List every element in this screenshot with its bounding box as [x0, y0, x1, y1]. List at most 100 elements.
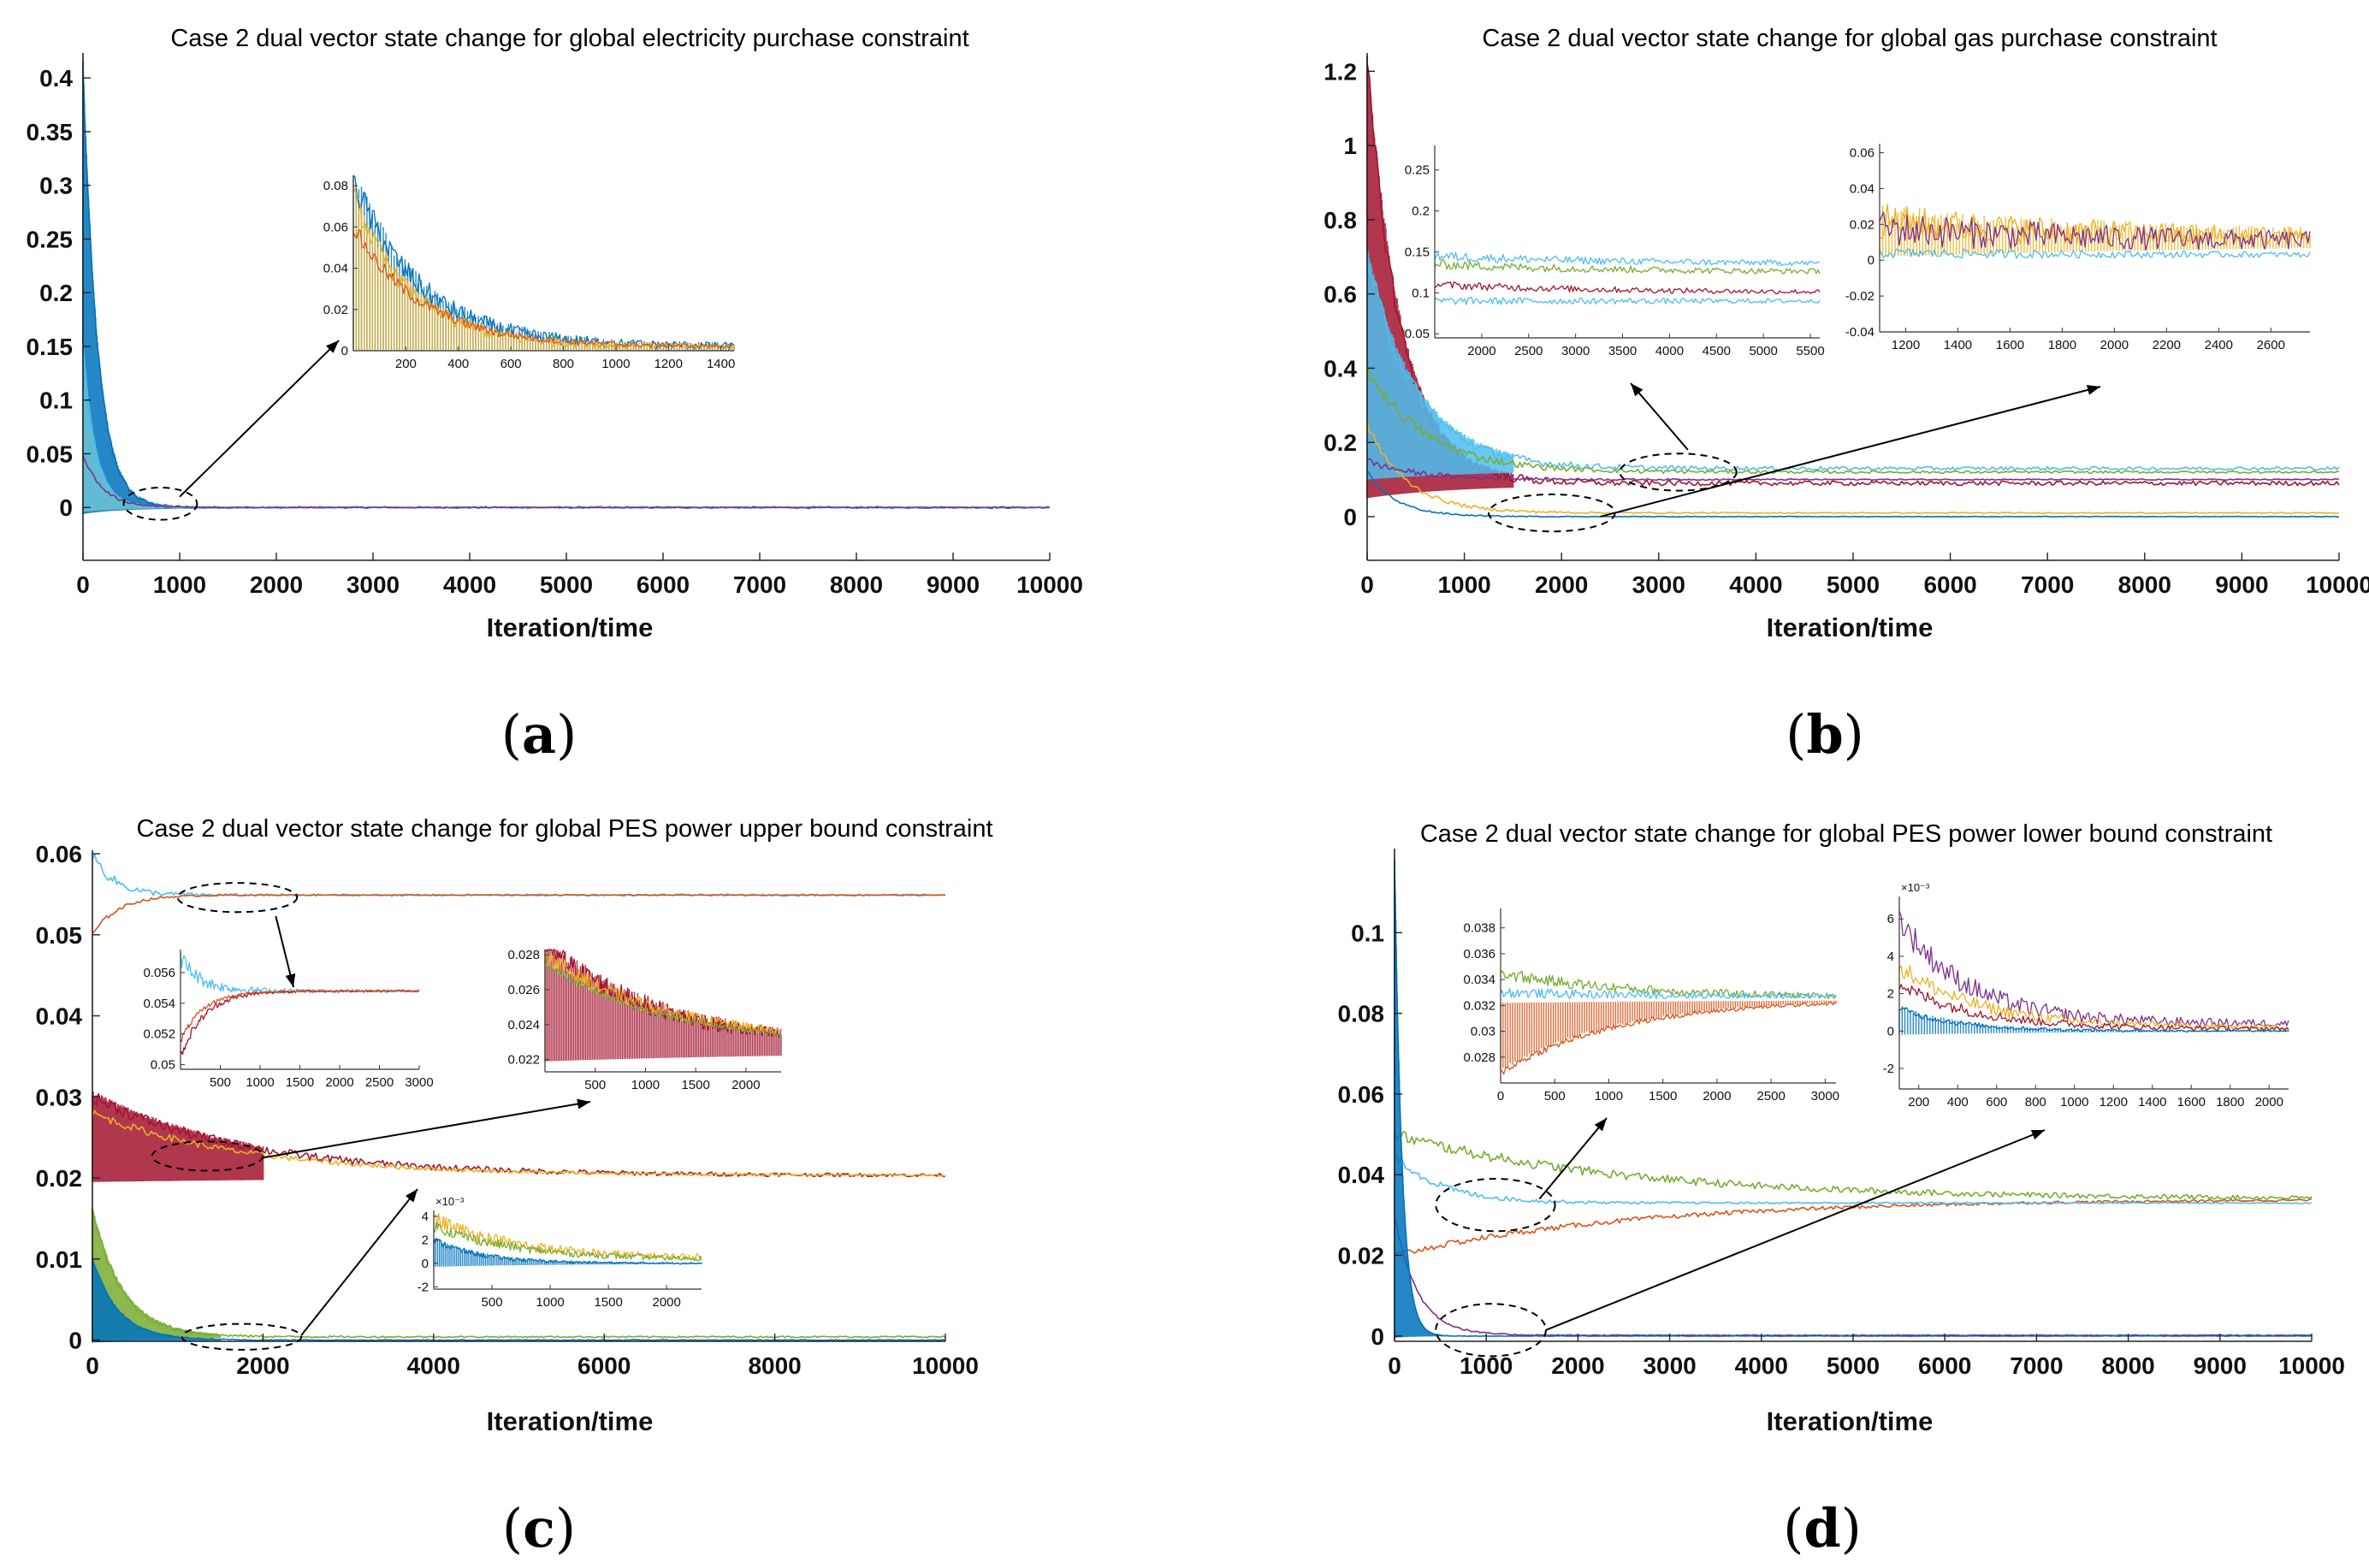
- panel-a-inset-0-ytick-label: 0: [341, 344, 348, 358]
- panel-c-inset-0-background: [181, 950, 419, 1069]
- panel-d-inset-0-xtick-label: 1500: [1649, 1089, 1677, 1104]
- panel-d-xtick-label: 7000: [2010, 1352, 2063, 1379]
- panel-b-ytick-label: 0.6: [1324, 281, 1357, 308]
- panel-c-inset-0-xtick-label: 1000: [246, 1075, 274, 1090]
- panel-c-inset-0-series-2: [180, 990, 420, 1043]
- panel-b-ytick-label: 0.8: [1324, 207, 1357, 234]
- panel-c-inset-1-xtick-label: 500: [584, 1078, 606, 1092]
- panel-c-title: Case 2 dual vector state change for glob…: [136, 815, 992, 843]
- panel-d-xtick-label: 3000: [1643, 1352, 1696, 1379]
- panel-c-ytick-label: 0.02: [36, 1165, 83, 1192]
- panel-c-label-letter: c: [523, 1497, 555, 1559]
- panel-c-inset-2-xtick-label: 500: [482, 1295, 503, 1310]
- panel-b-series-3: [1366, 421, 2340, 515]
- panel-a-xtick-label: 2000: [250, 571, 303, 598]
- panel-a-xlabel: Iteration/time: [487, 612, 654, 642]
- panel-b-ytick-label: 0: [1343, 504, 1357, 530]
- panel-b-zoom-0-arrow-line: [1630, 382, 1689, 451]
- panel-a-series-3: [82, 455, 1051, 509]
- panel-a-inset-0-xtick-label: 1000: [601, 357, 630, 371]
- panel-b-xtick-label: 4000: [1729, 571, 1782, 598]
- panel-a-ytick-label: 0.05: [27, 441, 74, 467]
- panel-c-ytick-label: 0.04: [36, 1003, 83, 1030]
- panel-d-inset-1-series-0: [1898, 910, 2289, 1027]
- panel-b-inset-1: 1200 1400 1600 1800 2000 2200 2400 2600 -0.04 -0.…: [1845, 144, 2311, 352]
- panel-c-zoom-ellipse-2: [181, 1322, 303, 1351]
- panel-a-inset-0-ytick-label: 0.06: [323, 220, 348, 234]
- panel-c-inset-1-ytick-label: 0.024: [507, 1018, 540, 1033]
- panel-d-xtick-label: 10000: [2278, 1352, 2345, 1379]
- panel-b-inset-0-series-1: [1434, 258, 1821, 275]
- panel-a-xtick-label: 7000: [733, 571, 786, 598]
- panel-c-zoom-1-arrow-line: [263, 1101, 591, 1159]
- panel-c-xtick-label: 6000: [577, 1352, 631, 1379]
- panel-a-label-letter: a: [522, 703, 556, 766]
- panel-a-ytick-label: 0.2: [39, 280, 73, 306]
- panel-b-label-open: (: [1786, 703, 1806, 766]
- panel-d-xtick-label: 6000: [1918, 1352, 1971, 1379]
- panel-b-series-2: [1366, 368, 2340, 475]
- panel-d-xtick-label: 0: [1388, 1352, 1401, 1379]
- panel-b-xtick-label: 8000: [2118, 571, 2171, 598]
- panel-d-zoom-0-arrow-head: [1594, 1118, 1607, 1132]
- panel-d-inset-0-ytick-label: 0.032: [1463, 998, 1495, 1013]
- panel-d-title: Case 2 dual vector state change for glob…: [1420, 820, 2272, 848]
- panel-b-series-0: [1366, 62, 2340, 487]
- panel-d-inset-1-ytick-label: 2: [1887, 987, 1894, 1002]
- panel-b-inset-1-ytick-label: 0.06: [1850, 145, 1874, 160]
- panel-b-xtick-label: 1000: [1437, 571, 1490, 598]
- panel-b-label-letter: b: [1806, 703, 1843, 766]
- panel-d-ytick-label: 0: [1371, 1323, 1384, 1350]
- panel-a-inset-0-ytick-label: 0.02: [323, 303, 348, 317]
- panel-d-inset-1-xtick-label: 600: [1986, 1095, 2007, 1109]
- panel-b-inset-1-series-1: [1879, 211, 2311, 251]
- panel-d-inset-1-ytick-label: -2: [1883, 1062, 1894, 1076]
- panel-d-inset-1-series-2: [1898, 984, 2289, 1032]
- panel-c-label: (c): [502, 1497, 576, 1559]
- panel-b-inset-1-ytick-label: 0.04: [1850, 181, 1874, 196]
- panel-a-inset-0-background: [353, 175, 734, 351]
- panel-b-plot: 0 1000 2000 3000 4000 5000 6000 7000 8000 9000 100…: [1324, 53, 2369, 598]
- panel-b-inset-1-ytick-label: 0.02: [1850, 217, 1874, 232]
- panel-b-inset-0: 2000 2500 3000 3500 4000 4500 5000 5500 0.05 0.1 0…: [1405, 145, 1825, 358]
- panel-a-xtick-label: 6000: [637, 571, 690, 598]
- panel-c-inset-0-xtick-label: 2000: [325, 1075, 353, 1090]
- panel-c-inset-1-xtick-label: 1500: [681, 1078, 709, 1092]
- panel-b-xtick-label: 9000: [2215, 571, 2268, 598]
- panel-c-inset-0-xtick-label: 1500: [286, 1075, 314, 1090]
- panel-d-inset-1-xtick-label: 1000: [2060, 1095, 2088, 1109]
- panel-d-plot: 0 1000 2000 3000 4000 5000 6000 7000 8000 9000 100…: [1338, 849, 2345, 1379]
- panel-d-zoom-1-arrow-head: [2030, 1130, 2045, 1140]
- panel-c-inset-2-xtick-label: 1500: [594, 1295, 622, 1310]
- panel-c-inset-1-series-2: [544, 961, 782, 1037]
- panel-b-inset-1-ytick-label: -0.04: [1845, 325, 1874, 340]
- panel-b-xtick-label: 0: [1360, 571, 1374, 598]
- panel-b-inset-1-xtick-label: 1400: [1944, 338, 1972, 352]
- panel-d: Case 2 dual vector state change for glob…: [1338, 820, 2345, 1559]
- panel-a-inset-0-xtick-label: 400: [447, 357, 469, 371]
- panel-b-inset-0-xtick-label: 2000: [1467, 344, 1495, 358]
- panel-b-inset-0-series-2: [1434, 281, 1821, 294]
- panel-b-inset-1-ytick-label: -0.02: [1845, 289, 1874, 304]
- panel-b-series-1: [1366, 258, 2340, 471]
- panel-c-series-4: [92, 1207, 946, 1339]
- panel-a-inset-0-xtick-label: 200: [395, 357, 417, 371]
- panel-d-ytick-label: 0.1: [1351, 920, 1384, 946]
- panel-b-label-close: ): [1844, 703, 1864, 766]
- panel-d-inset-1-xtick-label: 1600: [2177, 1095, 2206, 1109]
- panel-c-zoom-2-arrow-head: [405, 1189, 418, 1203]
- panel-a-ytick-label: 0: [59, 494, 73, 521]
- panel-b-series-4: [1366, 458, 2340, 482]
- panel-b-inset-0-xtick-label: 4500: [1703, 344, 1731, 358]
- panel-d-inset-0-xtick-label: 0: [1497, 1089, 1504, 1104]
- panel-c-xtick-label: 0: [86, 1352, 99, 1379]
- panel-c-inset-1-xtick-label: 2000: [731, 1078, 760, 1092]
- panel-a-zoom-0-arrow-line: [179, 340, 340, 498]
- panel-d-inset-1-xtick-label: 1200: [2100, 1095, 2128, 1109]
- panel-d-inset-1: 200 400 600 800 1000 1200 1400 1600 1800 2000 -2 0 2…: [1883, 881, 2289, 1109]
- panel-c-series-5: [92, 1257, 946, 1341]
- panel-b-ytick-label: 1.2: [1324, 58, 1357, 85]
- panel-c-inset-0-ytick-label: 0.05: [151, 1058, 175, 1073]
- panel-c-inset-2-ytick-label: -2: [418, 1280, 429, 1294]
